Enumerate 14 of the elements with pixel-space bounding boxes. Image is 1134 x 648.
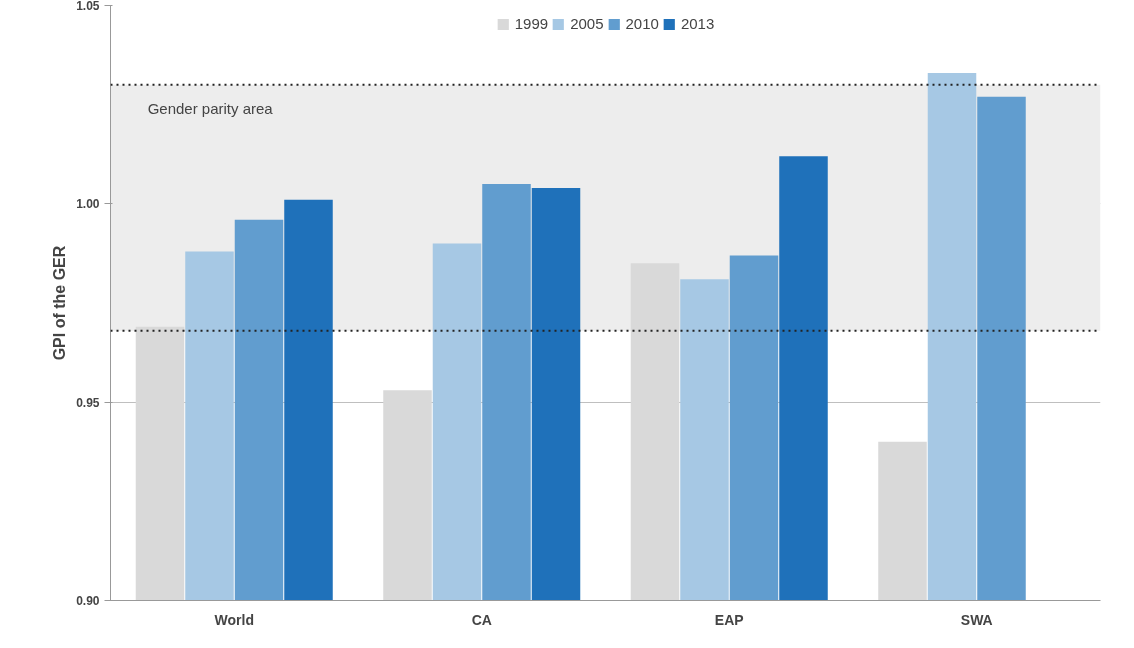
x-tick-label: CA [471,611,492,628]
y-tick-label: 0.95 [76,395,100,410]
y-tick-label: 0.90 [76,594,100,608]
x-tick-label: EAP [714,611,744,628]
legend-label: 2010 [625,15,659,32]
legend-label: 1999 [514,15,549,32]
x-tick-label: SWA [960,611,993,628]
y-tick-label: 1.00 [76,197,100,212]
y-axis-title: GPI of the GER [51,245,69,361]
legend-label: 2005 [570,15,604,32]
y-tick-label: 1.05 [76,0,100,13]
x-tick-label: World [214,611,254,628]
legend-label: 2013 [680,15,715,32]
band-label: Gender parity area [147,99,274,117]
